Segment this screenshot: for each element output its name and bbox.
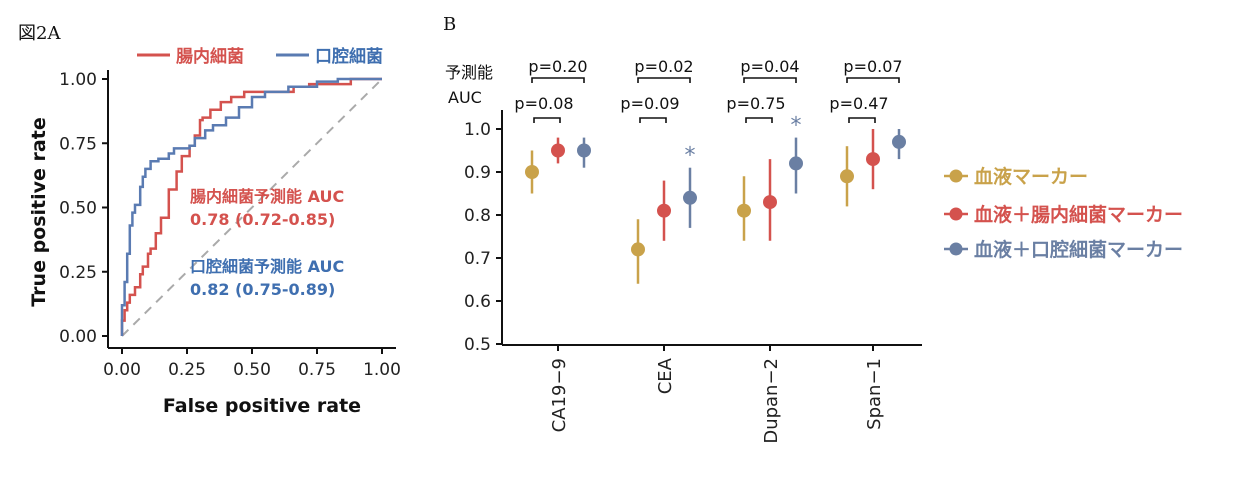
significance-star: *: [791, 114, 802, 139]
b-y-ticks: 0.5 0.6 0.7 0.8 0.9 1.0: [464, 120, 502, 355]
b-point: [737, 203, 751, 218]
pvalue-outer: p=0.07: [843, 57, 902, 76]
roc-y-tick-label: 1.00: [59, 70, 97, 90]
pvalue-outer: p=0.02: [634, 57, 693, 76]
pvalue-bracket-inner: [533, 117, 561, 123]
pvalue-outer: p=0.20: [528, 57, 587, 76]
b-point: [577, 143, 591, 158]
b-point: [657, 203, 671, 218]
b-point: [866, 152, 880, 167]
roc-x-tick-label: 1.00: [363, 360, 401, 380]
b-point: [763, 195, 777, 210]
b-y-axis-label-line2: AUC: [448, 88, 482, 107]
roc-curve-oral: [120, 77, 382, 336]
b-y-tick-label: 0.6: [464, 292, 491, 312]
pvalue-inner: p=0.47: [829, 94, 888, 113]
b-point: [551, 143, 565, 158]
pvalue-bracket-inner: [639, 117, 667, 123]
roc-x-tick-label: 0.50: [233, 360, 271, 380]
panel-b-label: B: [443, 14, 456, 35]
pvalue-bracket-inner: [848, 117, 876, 123]
roc-legend: 腸内細菌 口腔細菌: [137, 46, 383, 67]
b-x-tick-label: Span−1: [864, 358, 885, 430]
panel-a-label: 図2A: [18, 23, 61, 44]
pvalue-bracket-outer: [637, 77, 691, 83]
b-point: [840, 169, 854, 184]
roc-y-ticks: 0.00 0.25 0.50 0.75 1.00: [59, 70, 108, 347]
b-legend-label: 血液＋口腔細菌マーカー: [974, 238, 1183, 261]
pvalue-inner: p=0.75: [726, 94, 785, 113]
b-y-tick-label: 0.9: [464, 163, 491, 183]
b-x-tick-label: Dupan−2: [761, 358, 782, 444]
pvalue-outer: p=0.04: [740, 57, 799, 76]
roc-x-tick-label: 0.75: [298, 360, 336, 380]
b-legend-label: 血液マーカー: [974, 165, 1088, 188]
roc-x-tick-label: 0.00: [103, 360, 141, 380]
roc-y-tick-label: 0.50: [59, 199, 97, 219]
roc-curve-gut: [120, 77, 382, 336]
b-legend-label: 血液＋腸内細菌マーカー: [974, 203, 1183, 226]
b-legend-marker: [949, 207, 963, 221]
b-x-tick-label: CEA: [655, 357, 676, 394]
b-point: [789, 156, 803, 171]
b-point: [631, 242, 645, 257]
annotation-oral-value: 0.82 (0.75-0.89): [190, 280, 335, 299]
b-legend-marker: [949, 242, 963, 256]
b-y-tick-label: 1.0: [464, 120, 491, 140]
pvalue-bracket-outer: [743, 77, 797, 83]
pvalue-bracket-inner: [745, 117, 773, 123]
roc-x-axis-label: False positive rate: [163, 395, 361, 417]
annotation-gut-value: 0.78 (0.72-0.85): [190, 210, 335, 229]
pvalue-inner: p=0.09: [620, 94, 679, 113]
b-y-axis-label-line1: 予測能: [445, 63, 493, 82]
significance-star: *: [685, 144, 696, 169]
pvalue-bracket-outer: [846, 77, 900, 83]
b-point: [525, 165, 539, 179]
b-point: [683, 190, 697, 205]
annotation-gut-title: 腸内細菌予測能 AUC: [190, 187, 344, 206]
b-x-tick-label: CA19−9: [549, 358, 570, 432]
roc-x-ticks: 0.00 0.25 0.50 0.75 1.00: [103, 348, 401, 380]
annotation-oral-title: 口腔細菌予測能 AUC: [190, 257, 344, 276]
roc-y-tick-label: 0.75: [59, 134, 97, 154]
roc-y-tick-label: 0.25: [59, 263, 97, 283]
b-legend-marker: [949, 169, 963, 183]
roc-y-tick-label: 0.00: [59, 327, 97, 347]
roc-reference-diagonal: [121, 78, 383, 337]
legend-label-oral: 口腔細菌: [315, 46, 383, 67]
b-y-tick-label: 0.5: [464, 335, 491, 355]
b-point: [892, 134, 906, 149]
b-y-tick-label: 0.7: [464, 249, 491, 269]
pvalue-bracket-outer: [531, 77, 585, 83]
b-pvalue-brackets: p=0.20 p=0.08 p=0.02 p=0.09 p=0.04 p=0.75 p=0.…: [514, 57, 903, 123]
roc-y-axis-label: True positive rate: [28, 117, 50, 306]
pvalue-inner: p=0.08: [514, 94, 573, 113]
roc-x-tick-label: 0.25: [168, 360, 206, 380]
b-x-ticks: CA19−9 CEA Dupan−2 Span−1: [549, 345, 885, 444]
legend-label-gut: 腸内細菌: [176, 46, 244, 67]
b-y-tick-label: 0.8: [464, 206, 491, 226]
b-points: **: [525, 114, 906, 284]
